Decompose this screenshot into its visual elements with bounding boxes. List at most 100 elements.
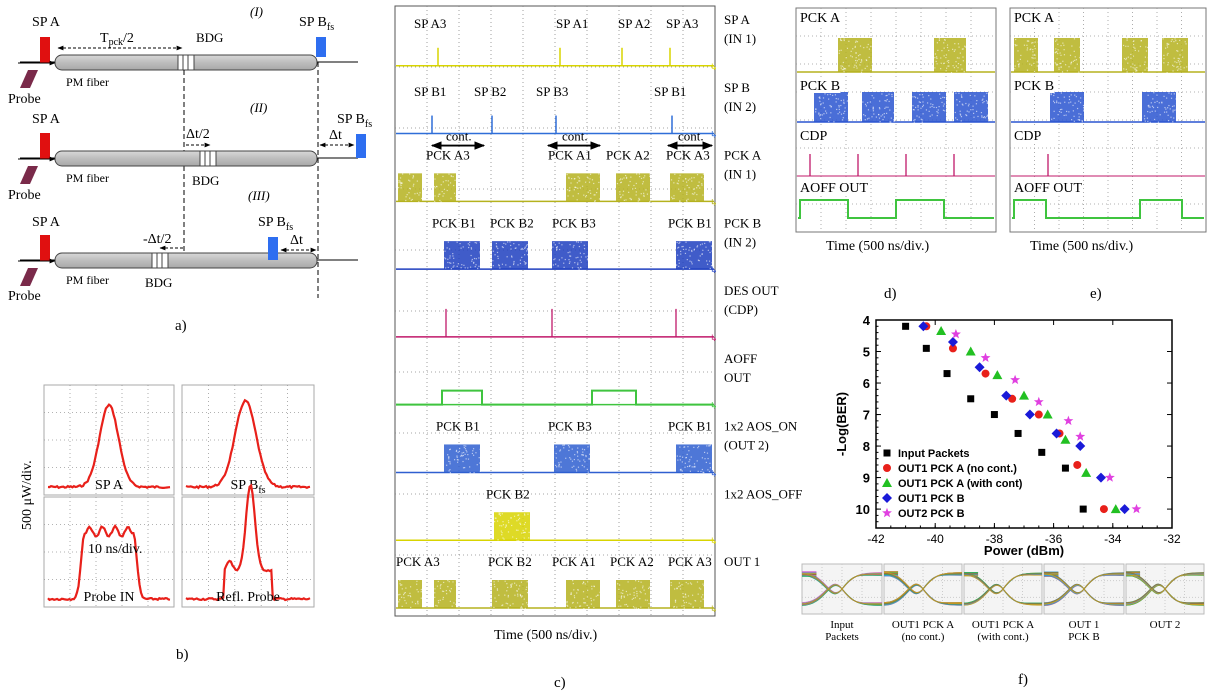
ber-point: [1024, 409, 1035, 420]
panel-c-row-sublabel: (IN 2): [724, 234, 756, 249]
ber-plot-legend: Input Packets OUT1 PCK A (no cont.) OUT1 P…: [882, 448, 1023, 520]
ber-point: [1019, 390, 1029, 400]
panel-b-trace: [47, 403, 171, 490]
stage-3-probe-icon: [20, 268, 38, 286]
panel-c-caption: c): [554, 675, 566, 691]
stage-1-probe-label: Probe: [8, 92, 41, 107]
eye-sublabel: (with cont.): [977, 631, 1029, 643]
eye-label: OUT1 PCK A: [892, 619, 954, 631]
legend-entry: OUT1 PCK A (with cont): [898, 478, 1023, 490]
ber-point: [1038, 448, 1046, 456]
stage-1: SP A SP Bfs Tpck/2 BDG (I) Probe PM fibe…: [8, 4, 358, 298]
ber-point: [1099, 505, 1108, 514]
scope-label-bg: [798, 77, 841, 93]
panel-c-row-sublabel: (CDP): [724, 302, 758, 317]
panel-c-mark-label: PCK A3: [426, 148, 470, 163]
eye-label: Input: [830, 619, 853, 631]
ber-point: [948, 344, 957, 353]
ber-point: [980, 352, 991, 362]
panel-c-row-label: 1x2 AOS_ON: [724, 419, 798, 434]
panel-c-channel-marker: ↳: [710, 130, 718, 140]
scope-packet-b: [912, 92, 946, 122]
panel-c-mark-label: PCK B1: [432, 215, 476, 230]
scope-packet-b: [1050, 92, 1084, 122]
stage-3-sp-b-pulse: [268, 237, 278, 260]
panel-c-mark-label: SP A1: [556, 16, 588, 31]
ber-point: [1060, 434, 1071, 444]
ber-plot-xlabel: Power (dBm): [984, 543, 1064, 558]
panel-d-caption: d): [884, 286, 897, 302]
panel-c-packet-block: [444, 444, 480, 473]
legend-marker: [882, 478, 892, 487]
panel-c-cont-label: cont.: [562, 129, 588, 144]
panel-d-traces: PCK A PCK B CDP AOFF OUT: [797, 9, 995, 219]
panel-c-packet-block: [492, 241, 528, 270]
panel-c-mark-label: PCK A1: [552, 554, 596, 569]
panel-c-mark-label: PCK B1: [668, 215, 712, 230]
scope-row-label: CDP: [1014, 129, 1041, 144]
panel-c-mark-label: PCK B3: [548, 419, 592, 434]
panel-c-packet-block: [398, 173, 422, 202]
legend-marker: [882, 507, 892, 518]
panel-c-channel-marker: ↳: [710, 604, 718, 614]
stage-3-bdg-label: BDG: [145, 275, 172, 290]
y-tick-label: 9: [863, 471, 870, 486]
legend-marker: [883, 464, 891, 472]
stage-1-tpck-label: Tpck/2: [100, 31, 134, 48]
panel-b-ylabel: 500 μW/div.: [20, 460, 35, 530]
scope-row-label: AOFF OUT: [1014, 181, 1083, 196]
stage-2-sp-a-pulse: [40, 133, 50, 159]
ber-point: [922, 344, 930, 352]
legend-marker: [883, 449, 891, 457]
ber-point: [1095, 472, 1106, 483]
scope-packet-a: [1014, 38, 1038, 72]
ber-plot-ticks: -42 -40 -38 -36 -34 -32 4 5 6 7 8 9 10: [856, 313, 1181, 546]
panel-c-mark-label: SP A3: [666, 16, 698, 31]
panel-c-channel-marker: ↳: [710, 265, 718, 275]
stage-2-sp-b-pulse: [356, 134, 366, 158]
ber-point: [1001, 390, 1012, 401]
ber-plot-points: [902, 321, 1142, 515]
scope-row-label: AOFF OUT: [800, 181, 869, 196]
stage-2-sp-b-label: SP Bfs: [337, 112, 372, 130]
stage-1-sp-a-pulse: [40, 37, 50, 63]
panel-c-mark-label: PCK A3: [666, 148, 710, 163]
legend-marker: [882, 493, 892, 503]
panel-c-row-label: SP A: [724, 12, 751, 27]
stage-2-sp-a-label: SP A: [32, 112, 61, 127]
ber-point: [967, 395, 975, 403]
legend-entry: OUT1 PCK A (no cont.): [898, 463, 1017, 475]
panel-b-caption: b): [176, 647, 189, 663]
scope-row-label: PCK B: [1014, 79, 1054, 94]
panel-a: SP A SP Bfs Tpck/2 BDG (I) Probe PM fibe…: [8, 4, 372, 334]
scope-packet-b: [954, 92, 988, 122]
ber-point: [990, 411, 998, 419]
ber-point: [951, 329, 961, 339]
stage-1-fiber-label: PM fiber: [66, 75, 109, 89]
scope-row-label: PCK B: [800, 79, 840, 94]
ber-point: [902, 322, 910, 330]
scope-label-bg: [1012, 127, 1038, 143]
ber-point: [1110, 504, 1121, 514]
panel-c-packet-block: [676, 444, 712, 473]
panel-c-row-label: SP B: [724, 80, 750, 95]
panel-c-xlabel: Time (500 ns/div.): [494, 628, 598, 643]
ber-point: [1075, 441, 1086, 452]
scope-label-bg: [1012, 77, 1055, 93]
panel-c-mark-label: PCK B3: [552, 215, 596, 230]
panel-c: SP A (IN 1) ↳ SP A3 SP A1 SP A2 SP A3 SP B (IN 2…: [394, 5, 802, 691]
stage-1-bdg-label: BDG: [196, 30, 223, 45]
stage-1-probe-icon: [20, 70, 38, 88]
scope-packet-b: [862, 92, 894, 122]
ber-point: [943, 370, 951, 378]
ber-point: [965, 346, 976, 356]
panel-b-scope-grid: [43, 384, 315, 608]
panel-e-traces: PCK A PCK B CDP AOFF OUT: [1011, 9, 1205, 219]
panel-b-trace-label: Refl. Probe: [216, 590, 280, 605]
ber-point: [947, 337, 958, 348]
panel-c-packet-block: [670, 580, 704, 608]
panel-c-row-label: AOFF: [724, 351, 757, 366]
ber-point: [1042, 409, 1053, 419]
panel-b-trace-label: Probe IN: [84, 590, 135, 605]
